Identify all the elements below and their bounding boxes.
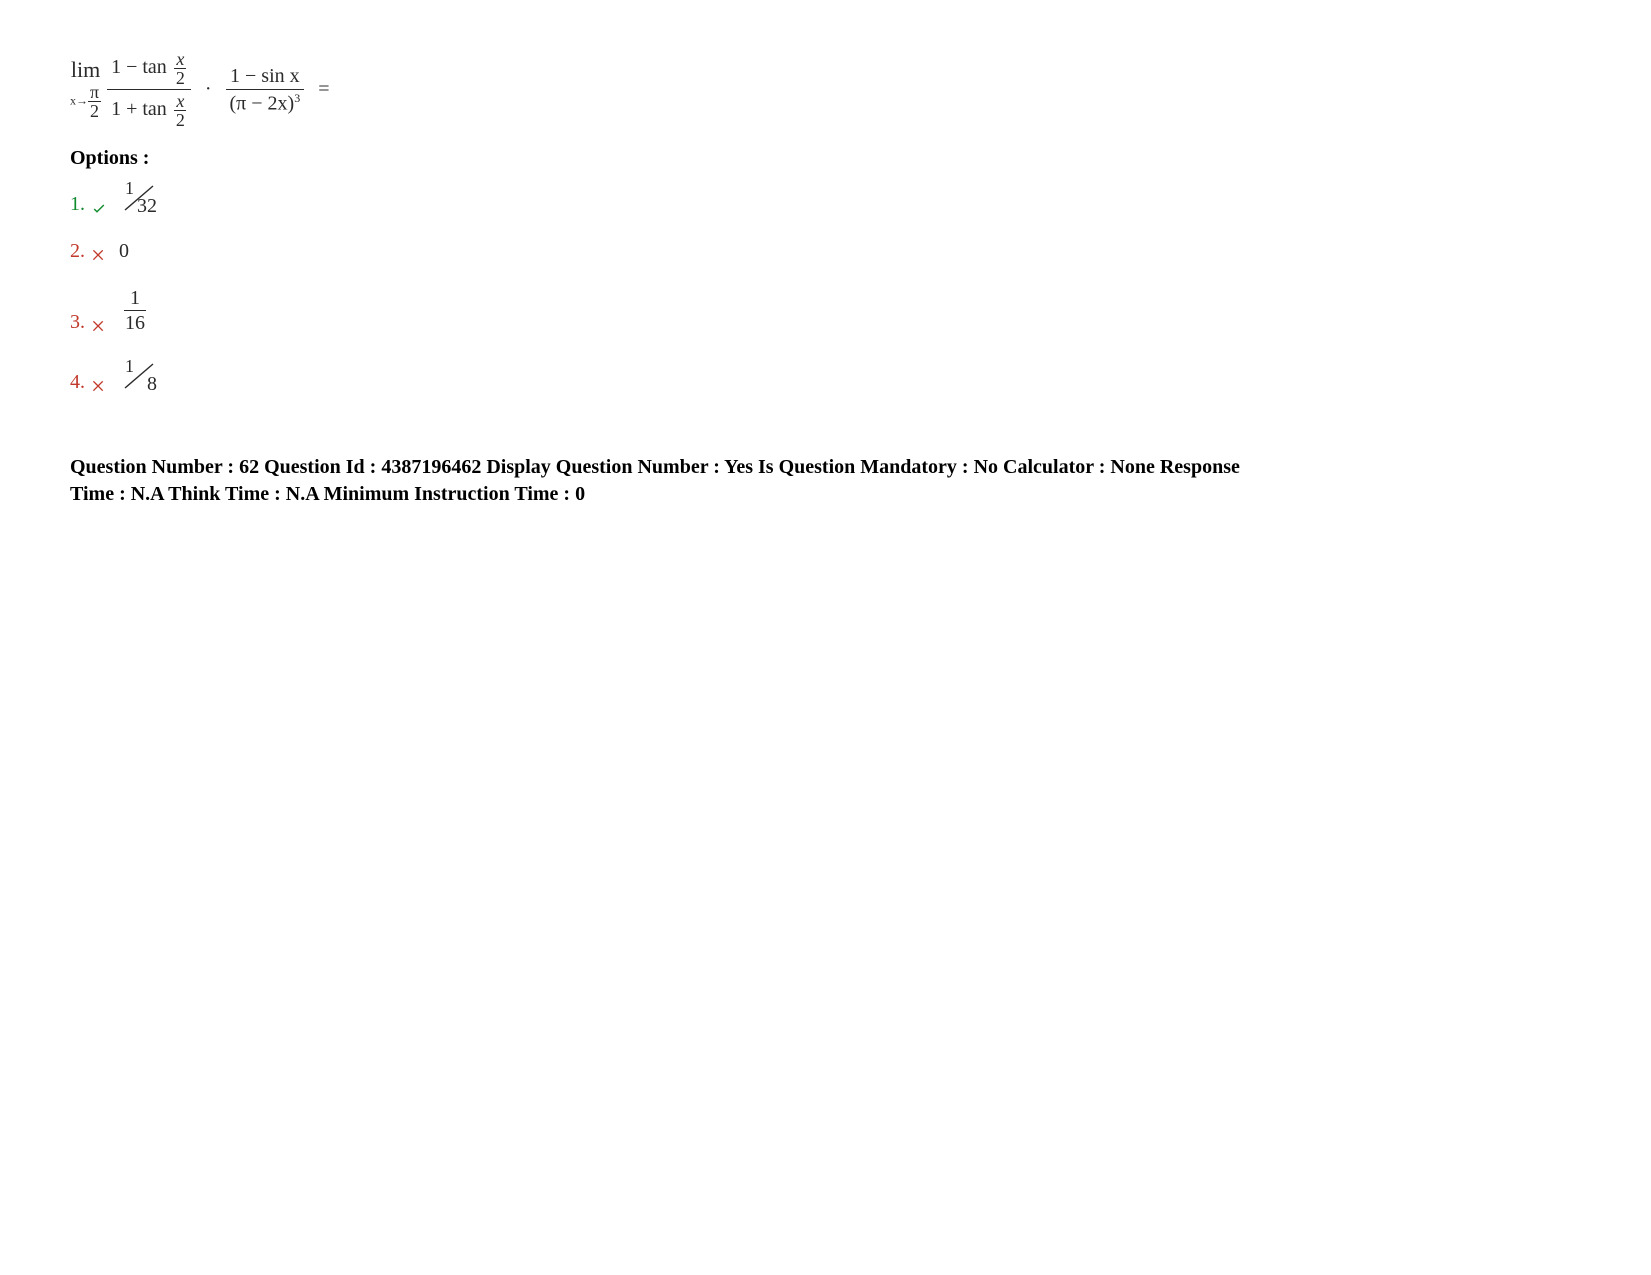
lim-sub-frac-n: π (88, 83, 101, 102)
lim-sub-left: x→ (70, 93, 88, 107)
lim-label: lim (71, 59, 100, 81)
frac1-den-var-n: x (174, 92, 186, 111)
frac1-den-var-d: 2 (174, 111, 187, 129)
frac1-num-var-d: 2 (174, 69, 187, 87)
frac1-num-var-n: x (174, 50, 186, 69)
lim-sub-frac: π2 (88, 83, 101, 120)
check-icon (91, 200, 107, 216)
options-label: Options : (70, 147, 1581, 170)
options-list: 1.1322.03.1164.18 (70, 180, 1581, 394)
fraction-1: 1 − tan x 2 1 + tan x 2 (107, 50, 191, 129)
option-number: 3. (70, 311, 85, 334)
fraction-numerator: 1 (124, 287, 146, 311)
option-row: 1. 132 (70, 180, 1581, 216)
option-row: 2.0 (70, 240, 1581, 263)
option-value: 132 (119, 180, 159, 216)
option-number: 1. (70, 193, 85, 216)
limit-block: lim x→π2 (70, 59, 101, 120)
slash-fraction: 18 (119, 358, 159, 394)
fraction-2: 1 − sin x (π − 2x)3 (225, 65, 304, 115)
fraction-1-den: 1 + tan x 2 (107, 90, 191, 129)
fraction-denominator: 8 (147, 373, 157, 396)
question-math: lim x→π2 1 − tan x 2 1 + tan x 2 · (70, 50, 1581, 129)
fraction-1-num: 1 − tan x 2 (107, 50, 191, 90)
question-metadata: Question Number : 62 Question Id : 43871… (70, 454, 1250, 508)
option-row: 3. 116 (70, 287, 1581, 334)
frac1-den-smallfrac: x 2 (174, 92, 187, 129)
option-number: 4. (70, 371, 85, 394)
option-value: 116 (119, 287, 151, 334)
option-number: 2. (70, 240, 85, 263)
fraction-2-den: (π − 2x)3 (225, 90, 304, 115)
cross-icon (91, 378, 107, 394)
option-row: 4.18 (70, 358, 1581, 394)
slash-fraction: 132 (119, 180, 159, 216)
lim-sub-frac-d: 2 (88, 102, 101, 120)
cross-icon (91, 318, 107, 334)
frac2-num: 1 − sin x (230, 65, 300, 87)
frac1-den-prefix: 1 + tan (111, 98, 167, 120)
cross-icon (91, 247, 107, 263)
fraction-denominator: 32 (137, 195, 157, 218)
horizontal-fraction: 116 (119, 287, 151, 334)
frac1-num-smallfrac: x 2 (174, 50, 187, 87)
frac2-den-inner: π − 2x (236, 92, 287, 114)
equals-sign: = (318, 78, 329, 101)
fraction-denominator: 16 (119, 311, 151, 334)
option-value: 18 (119, 358, 159, 394)
multiply-dot: · (205, 78, 212, 101)
frac1-num-prefix: 1 − tan (111, 56, 167, 78)
question-expression: lim x→π2 1 − tan x 2 1 + tan x 2 · (70, 50, 1581, 129)
lim-subscript: x→π2 (70, 83, 101, 120)
option-value: 0 (119, 240, 129, 263)
fraction-2-num: 1 − sin x (226, 65, 304, 90)
frac2-den-power: 3 (294, 91, 300, 105)
